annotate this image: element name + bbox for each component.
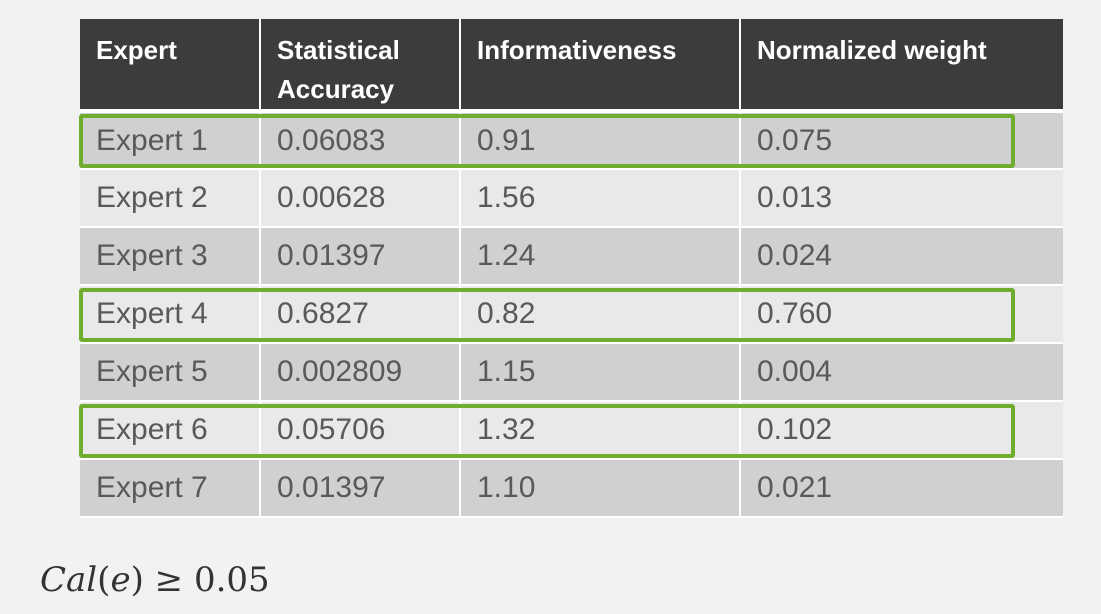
formula-close-paren: ) <box>130 560 144 600</box>
header-informativeness: Informativeness <box>460 19 741 113</box>
cell-informativeness: 1.24 <box>460 227 741 286</box>
cell-weight: 0.021 <box>740 459 1063 518</box>
cell-informativeness: 1.15 <box>460 343 741 402</box>
calibration-threshold-formula: Cal(e) ≥ 0.05 <box>40 560 270 600</box>
table-row: Expert 3 0.01397 1.24 0.024 <box>80 227 1063 286</box>
table-row: Expert 6 0.05706 1.32 0.102 <box>80 401 1063 460</box>
cell-weight: 0.013 <box>740 169 1063 228</box>
cell-accuracy: 0.01397 <box>260 459 461 518</box>
cell-informativeness: 1.10 <box>460 459 741 518</box>
formula-open-paren: ( <box>97 560 111 600</box>
table-row: Expert 7 0.01397 1.10 0.021 <box>80 459 1063 518</box>
cell-expert: Expert 6 <box>80 401 261 460</box>
cell-informativeness: 0.82 <box>460 285 741 344</box>
cell-weight: 0.760 <box>740 285 1063 344</box>
header-statistical-accuracy: Statistical Accuracy <box>260 19 461 113</box>
header-expert: Expert <box>80 19 261 113</box>
cell-expert: Expert 2 <box>80 169 261 228</box>
cell-informativeness: 1.56 <box>460 169 741 228</box>
cell-accuracy: 0.06083 <box>260 111 461 170</box>
table-row: Expert 5 0.002809 1.15 0.004 <box>80 343 1063 402</box>
cell-weight: 0.075 <box>740 111 1063 170</box>
cell-accuracy: 0.05706 <box>260 401 461 460</box>
cell-expert: Expert 4 <box>80 285 261 344</box>
cell-expert: Expert 5 <box>80 343 261 402</box>
cell-accuracy: 0.00628 <box>260 169 461 228</box>
formula-threshold: 0.05 <box>193 560 270 600</box>
cell-weight: 0.024 <box>740 227 1063 286</box>
cell-expert: Expert 1 <box>80 111 261 170</box>
formula-operator: ≥ <box>154 560 184 600</box>
table-row: Expert 4 0.6827 0.82 0.760 <box>80 285 1063 344</box>
cell-accuracy: 0.01397 <box>260 227 461 286</box>
cell-informativeness: 1.32 <box>460 401 741 460</box>
cell-expert: Expert 3 <box>80 227 261 286</box>
formula-function: Cal <box>40 560 98 600</box>
header-normalized-weight: Normalized weight <box>740 19 1063 113</box>
cell-accuracy: 0.6827 <box>260 285 461 344</box>
table-row: Expert 2 0.00628 1.56 0.013 <box>80 169 1063 228</box>
cell-weight: 0.102 <box>740 401 1063 460</box>
cell-weight: 0.004 <box>740 343 1063 402</box>
cell-expert: Expert 7 <box>80 459 261 518</box>
cell-informativeness: 0.91 <box>460 111 741 170</box>
formula-argument: e <box>110 560 131 600</box>
table-header-row: Expert Statistical Accuracy Informativen… <box>80 19 1063 113</box>
cell-accuracy: 0.002809 <box>260 343 461 402</box>
table-row: Expert 1 0.06083 0.91 0.075 <box>80 111 1063 170</box>
expert-weights-table: Expert Statistical Accuracy Informativen… <box>80 19 1063 518</box>
